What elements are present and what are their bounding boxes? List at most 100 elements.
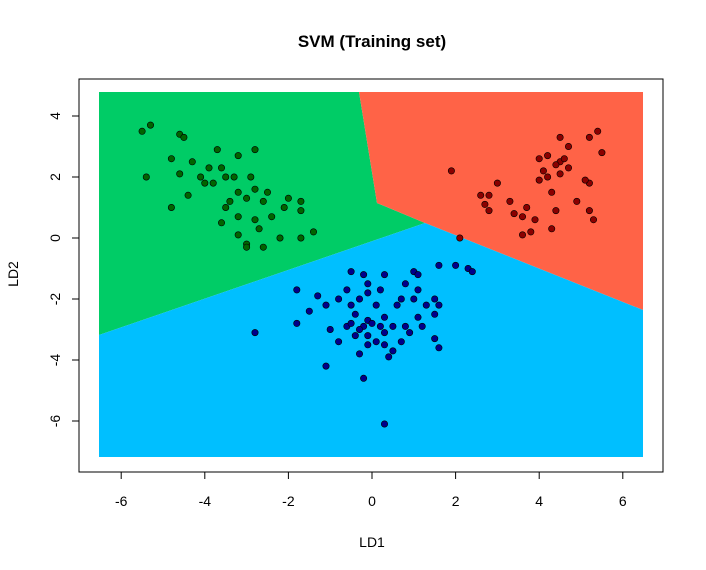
point-blue [397, 338, 405, 346]
point-red [493, 179, 501, 187]
point-red [573, 197, 581, 205]
point-red [456, 234, 464, 242]
point-blue [305, 307, 313, 315]
point-green [309, 228, 317, 236]
decision-regions [99, 92, 643, 457]
point-green [243, 243, 251, 251]
point-green [218, 219, 226, 227]
point-red [556, 133, 564, 141]
point-green [255, 225, 263, 233]
point-blue [293, 319, 301, 327]
point-green [209, 179, 217, 187]
point-blue [360, 374, 368, 382]
point-blue [389, 322, 397, 330]
y-axis: 4 2 0 -2 -4 -6 [47, 112, 80, 428]
y-tick-label: -2 [47, 293, 63, 306]
point-blue [410, 295, 418, 303]
point-blue [355, 295, 363, 303]
point-blue [322, 362, 330, 370]
region-blue [99, 223, 643, 457]
y-tick-label: -6 [47, 415, 63, 428]
point-blue [418, 322, 426, 330]
point-blue [435, 344, 443, 352]
data-points [138, 121, 606, 428]
point-green [251, 185, 259, 193]
point-green [268, 213, 276, 221]
point-green [142, 173, 150, 181]
x-axis: -6 -4 -2 0 2 4 6 [115, 471, 627, 509]
point-blue [364, 341, 372, 349]
y-tick-label: 4 [47, 112, 63, 120]
point-red [485, 207, 493, 215]
point-blue [431, 335, 439, 343]
y-tick-label: -4 [47, 354, 63, 367]
point-blue [406, 329, 414, 337]
point-red [506, 197, 514, 205]
point-blue [376, 322, 384, 330]
point-blue [360, 271, 368, 279]
x-tick-label: 0 [368, 493, 376, 509]
point-red [531, 216, 539, 224]
point-blue [314, 292, 322, 300]
point-green [226, 197, 234, 205]
point-blue [431, 295, 439, 303]
point-blue [414, 271, 422, 279]
point-green [259, 197, 267, 205]
point-blue [401, 322, 409, 330]
point-red [552, 161, 560, 169]
point-blue [380, 271, 388, 279]
point-red [556, 170, 564, 178]
point-blue [364, 280, 372, 288]
y-tick-label: 2 [47, 173, 63, 181]
x-tick-label: -6 [115, 493, 128, 509]
point-blue [368, 319, 376, 327]
point-blue [385, 353, 393, 361]
point-blue [397, 295, 405, 303]
point-blue [435, 261, 443, 269]
point-green [297, 207, 305, 215]
point-red [564, 143, 572, 151]
point-green [297, 197, 305, 205]
point-green [213, 146, 221, 154]
point-blue [389, 347, 397, 355]
point-red [447, 167, 455, 175]
point-blue [435, 301, 443, 309]
point-green [180, 133, 188, 141]
point-green [284, 194, 292, 202]
x-tick-label: 4 [535, 493, 543, 509]
point-green [234, 213, 242, 221]
point-blue [372, 301, 380, 309]
point-blue [347, 319, 355, 327]
chart-title: SVM (Training set) [298, 32, 446, 51]
point-blue [364, 332, 372, 340]
point-green [197, 173, 205, 181]
point-green [222, 173, 230, 181]
point-blue [372, 338, 380, 346]
point-green [218, 164, 226, 172]
x-tick-label: 2 [452, 493, 460, 509]
point-red [544, 152, 552, 160]
point-blue [380, 313, 388, 321]
point-blue [393, 301, 401, 309]
point-red [477, 191, 485, 199]
point-green [205, 164, 213, 172]
point-blue [251, 329, 259, 337]
point-blue [422, 301, 430, 309]
point-green [243, 194, 251, 202]
point-green [167, 204, 175, 212]
point-blue [351, 310, 359, 318]
x-axis-label: LD1 [359, 534, 385, 550]
point-red [527, 228, 535, 236]
point-blue [380, 329, 388, 337]
point-green [201, 179, 209, 187]
point-red [581, 176, 589, 184]
point-green [234, 188, 242, 196]
point-blue [335, 295, 343, 303]
point-blue [293, 286, 301, 294]
point-red [560, 155, 568, 163]
point-blue [364, 289, 372, 297]
point-green [184, 191, 192, 199]
point-green [230, 173, 238, 181]
point-red [564, 164, 572, 172]
